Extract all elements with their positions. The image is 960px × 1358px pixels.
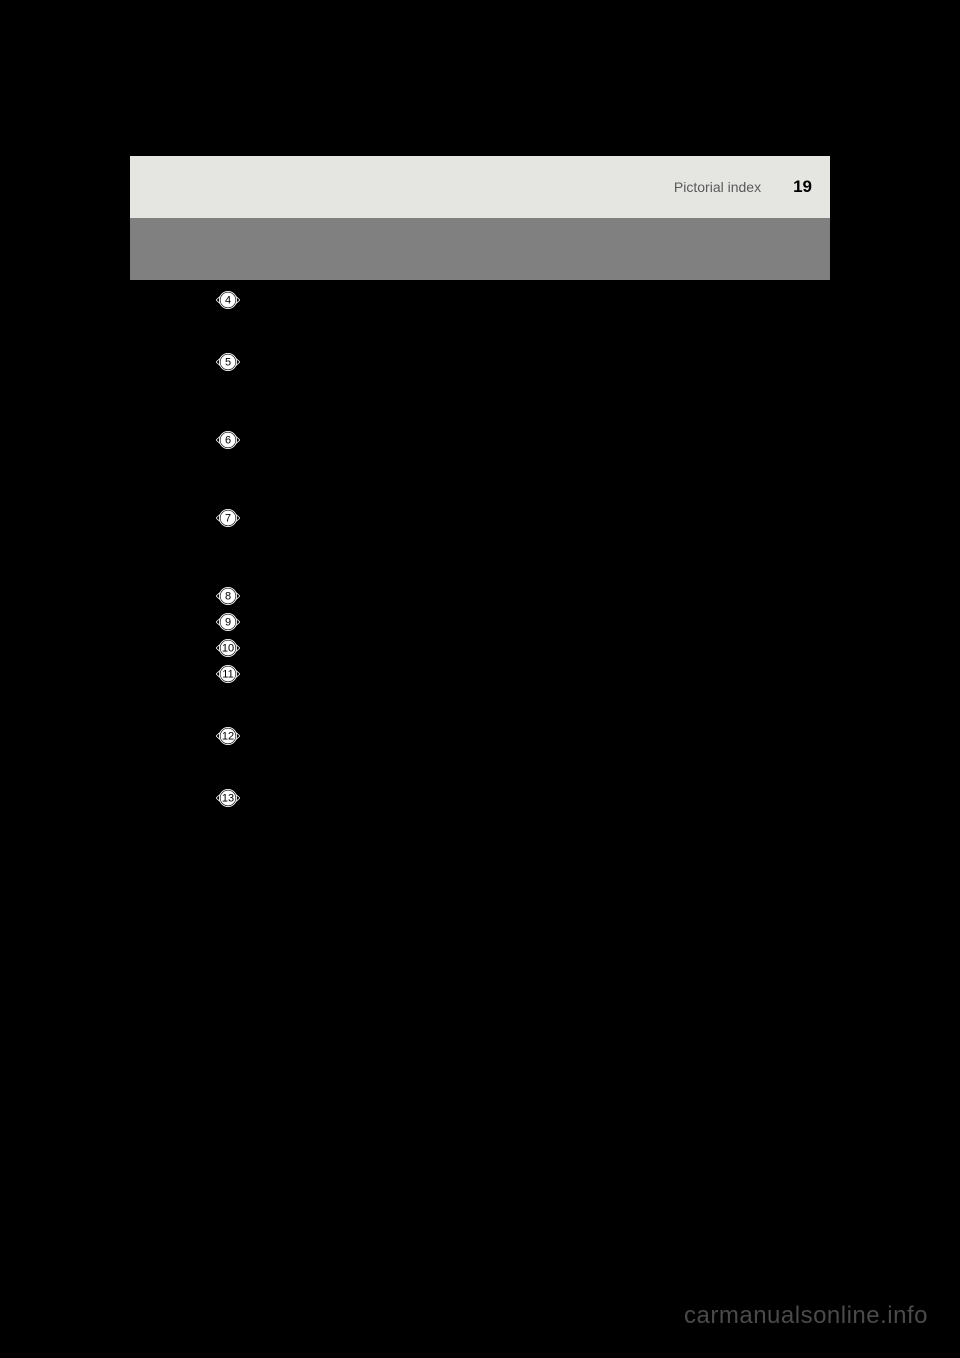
index-item: 6 <box>216 430 830 450</box>
svg-text:9: 9 <box>225 616 231 628</box>
svg-text:11: 11 <box>222 668 233 680</box>
marker-icon: 13 <box>216 788 240 808</box>
svg-text:12: 12 <box>222 730 234 742</box>
svg-text:4: 4 <box>225 294 231 306</box>
marker-icon: 5 <box>216 352 240 372</box>
marker-icon: 12 <box>216 726 240 746</box>
watermark-text: carmanualsonline.info <box>684 1302 928 1330</box>
index-item: 11 <box>216 664 830 684</box>
index-item: 7 <box>216 508 830 528</box>
svg-text:7: 7 <box>225 512 231 524</box>
marker-icon: 8 <box>216 586 240 606</box>
svg-text:6: 6 <box>225 434 231 446</box>
marker-icon: 4 <box>216 290 240 310</box>
index-item: 12 <box>216 726 830 746</box>
svg-text:10: 10 <box>222 642 234 654</box>
svg-text:13: 13 <box>222 792 234 804</box>
index-item: 8 <box>216 586 830 606</box>
index-list: 4 5 6 7 8 9 10 11 12 13 <box>130 290 830 808</box>
index-item: 13 <box>216 788 830 808</box>
marker-icon: 7 <box>216 508 240 528</box>
index-item: 10 <box>216 638 830 658</box>
marker-icon: 6 <box>216 430 240 450</box>
marker-icon: 9 <box>216 612 240 632</box>
index-item: 5 <box>216 352 830 372</box>
marker-icon: 10 <box>216 638 240 658</box>
page-number: 19 <box>793 177 812 197</box>
header-bar: Pictorial index 19 <box>130 156 830 218</box>
svg-text:5: 5 <box>225 356 231 368</box>
marker-icon: 11 <box>216 664 240 684</box>
sub-header-bar <box>130 218 830 280</box>
index-item: 4 <box>216 290 830 310</box>
page-container: Pictorial index 19 4 5 6 7 8 9 10 11 12 13 <box>130 156 830 808</box>
section-label: Pictorial index <box>674 179 761 195</box>
index-item: 9 <box>216 612 830 632</box>
svg-text:8: 8 <box>225 590 231 602</box>
